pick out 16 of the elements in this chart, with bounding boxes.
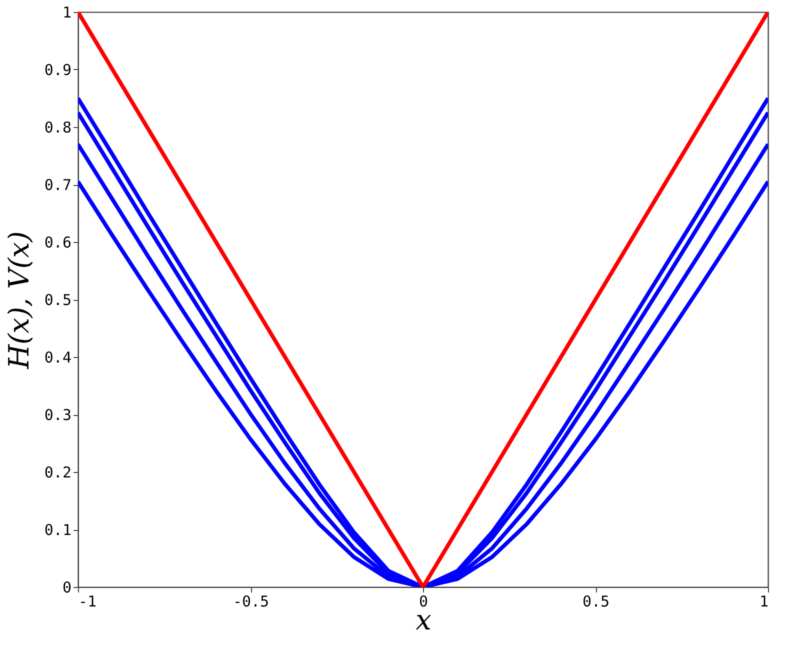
x-tick-label: 0.5 (582, 592, 610, 610)
y-tick-label: 1 (62, 4, 72, 22)
y-tick-label: 0.1 (44, 521, 72, 539)
y-tick-label: 0.4 (44, 348, 72, 366)
x-tick-label: -0.5 (232, 592, 270, 610)
y-tick-label: 0.9 (44, 61, 72, 79)
y-tick-label: 0.5 (44, 291, 72, 309)
x-tick-label: -1 (78, 592, 97, 610)
y-tick-label: 0 (62, 578, 72, 596)
y-tick-label: 0.8 (44, 118, 72, 136)
y-tick-label: 0.7 (44, 176, 72, 194)
y-tick-label: 0.6 (44, 234, 72, 252)
y-tick-label: 0.2 (44, 464, 72, 482)
y-axis-title: H(x), V(x) (2, 231, 36, 370)
y-tick-label: 0.3 (44, 406, 72, 424)
x-tick-label: 1 (759, 592, 768, 610)
